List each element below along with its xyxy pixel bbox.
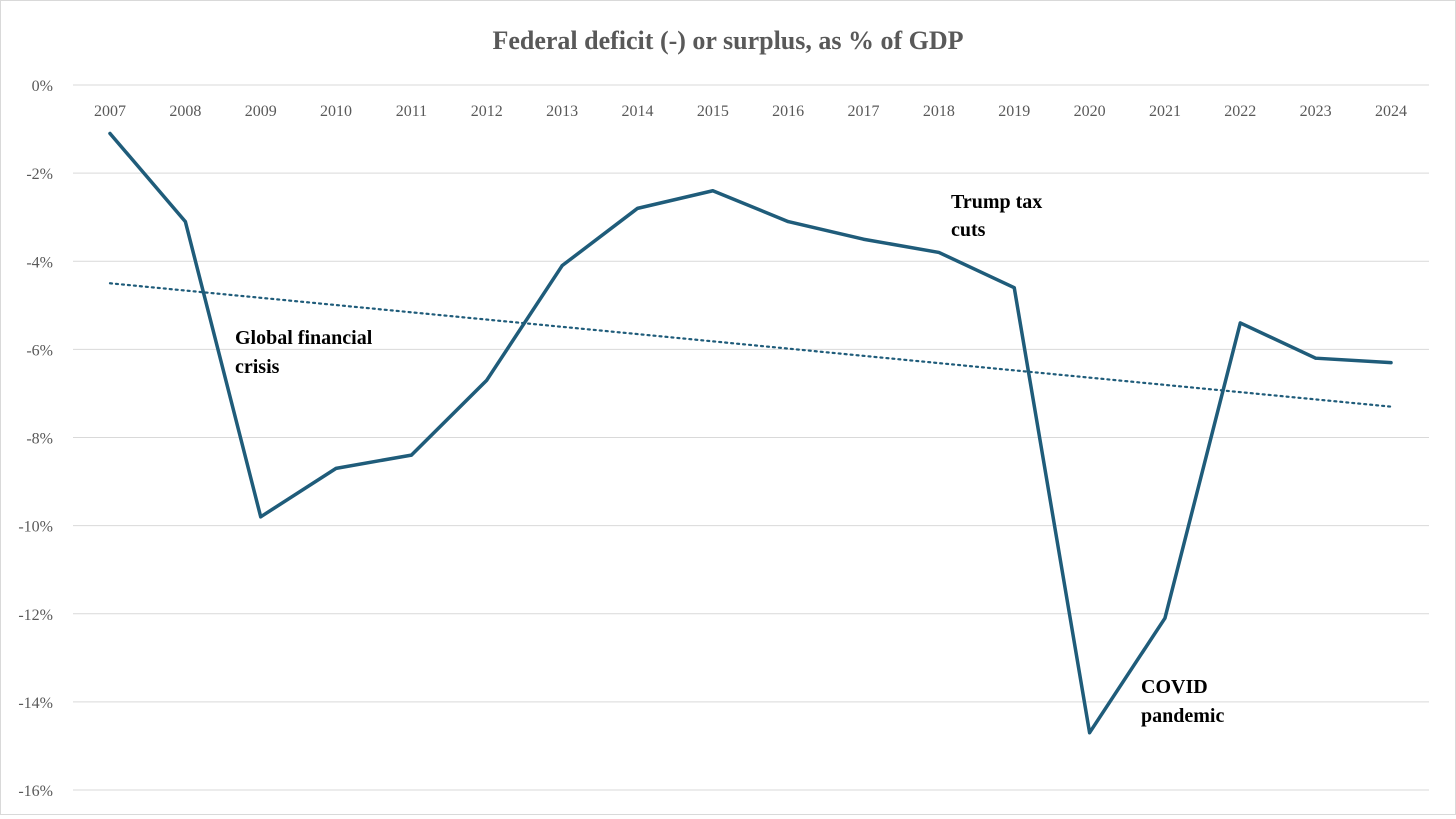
x-tick-label: 2017 (848, 103, 880, 120)
x-tick-label: 2011 (396, 103, 427, 120)
annotations: Global financial crisis Trump tax cuts C… (235, 191, 1224, 727)
x-tick-label: 2019 (998, 103, 1030, 120)
annotation-gfc: Global financial crisis (235, 327, 377, 378)
annotation-trump-tax-cuts: Trump tax cuts (951, 191, 1047, 241)
chart-title: Federal deficit (-) or surplus, as % of … (492, 26, 963, 55)
data-point (1314, 356, 1318, 360)
data-point (1012, 286, 1016, 290)
trendline (108, 282, 1393, 408)
x-axis-ticks: 2007 2008 2009 2010 2011 2012 2013 2014 2015 2016… (94, 103, 1407, 120)
y-tick-label: -8% (26, 431, 53, 448)
data-point (259, 515, 263, 519)
x-tick-label: 2013 (546, 103, 578, 120)
data-point (485, 378, 489, 382)
trendline-layer (108, 282, 1393, 408)
data-point (635, 206, 639, 210)
data-point (1238, 321, 1242, 325)
y-axis-ticks: 0% -2% -4% -6% -8% -10% -12% -14% -16% (18, 78, 53, 800)
data-point (1389, 361, 1393, 365)
y-tick-label: -2% (26, 166, 53, 183)
x-tick-label: 2021 (1149, 103, 1181, 120)
y-tick-label: -12% (18, 607, 53, 624)
y-tick-label: -6% (26, 342, 53, 359)
y-tick-label: -10% (18, 519, 53, 536)
x-tick-label: 2009 (245, 103, 277, 120)
x-tick-label: 2008 (169, 103, 201, 120)
data-point (1163, 616, 1167, 620)
series-line (108, 131, 1393, 735)
x-tick-label: 2016 (772, 103, 804, 120)
x-tick-label: 2015 (697, 103, 729, 120)
x-tick-label: 2012 (471, 103, 503, 120)
data-point (786, 220, 790, 224)
x-tick-label: 2010 (320, 103, 352, 120)
x-tick-label: 2018 (923, 103, 955, 120)
series-layer (108, 131, 1393, 735)
x-tick-label: 2014 (621, 103, 653, 120)
y-tick-label: -4% (26, 254, 53, 271)
data-point (409, 453, 413, 457)
y-tick-label: 0% (32, 78, 53, 95)
data-point (334, 466, 338, 470)
x-tick-label: 2022 (1224, 103, 1256, 120)
x-tick-label: 2023 (1300, 103, 1332, 120)
data-point (108, 131, 112, 135)
data-point (183, 220, 187, 224)
y-tick-label: -14% (18, 695, 53, 712)
data-point (711, 189, 715, 193)
data-point (937, 250, 941, 254)
y-tick-label: -16% (18, 783, 53, 800)
gridlines (73, 84, 1429, 791)
data-point (1088, 731, 1092, 735)
x-tick-label: 2024 (1375, 103, 1407, 120)
x-tick-label: 2020 (1074, 103, 1106, 120)
data-point (560, 264, 564, 268)
x-tick-label: 2007 (94, 103, 126, 120)
annotation-covid: COVID pandemic (1141, 676, 1224, 727)
data-point (862, 237, 866, 241)
